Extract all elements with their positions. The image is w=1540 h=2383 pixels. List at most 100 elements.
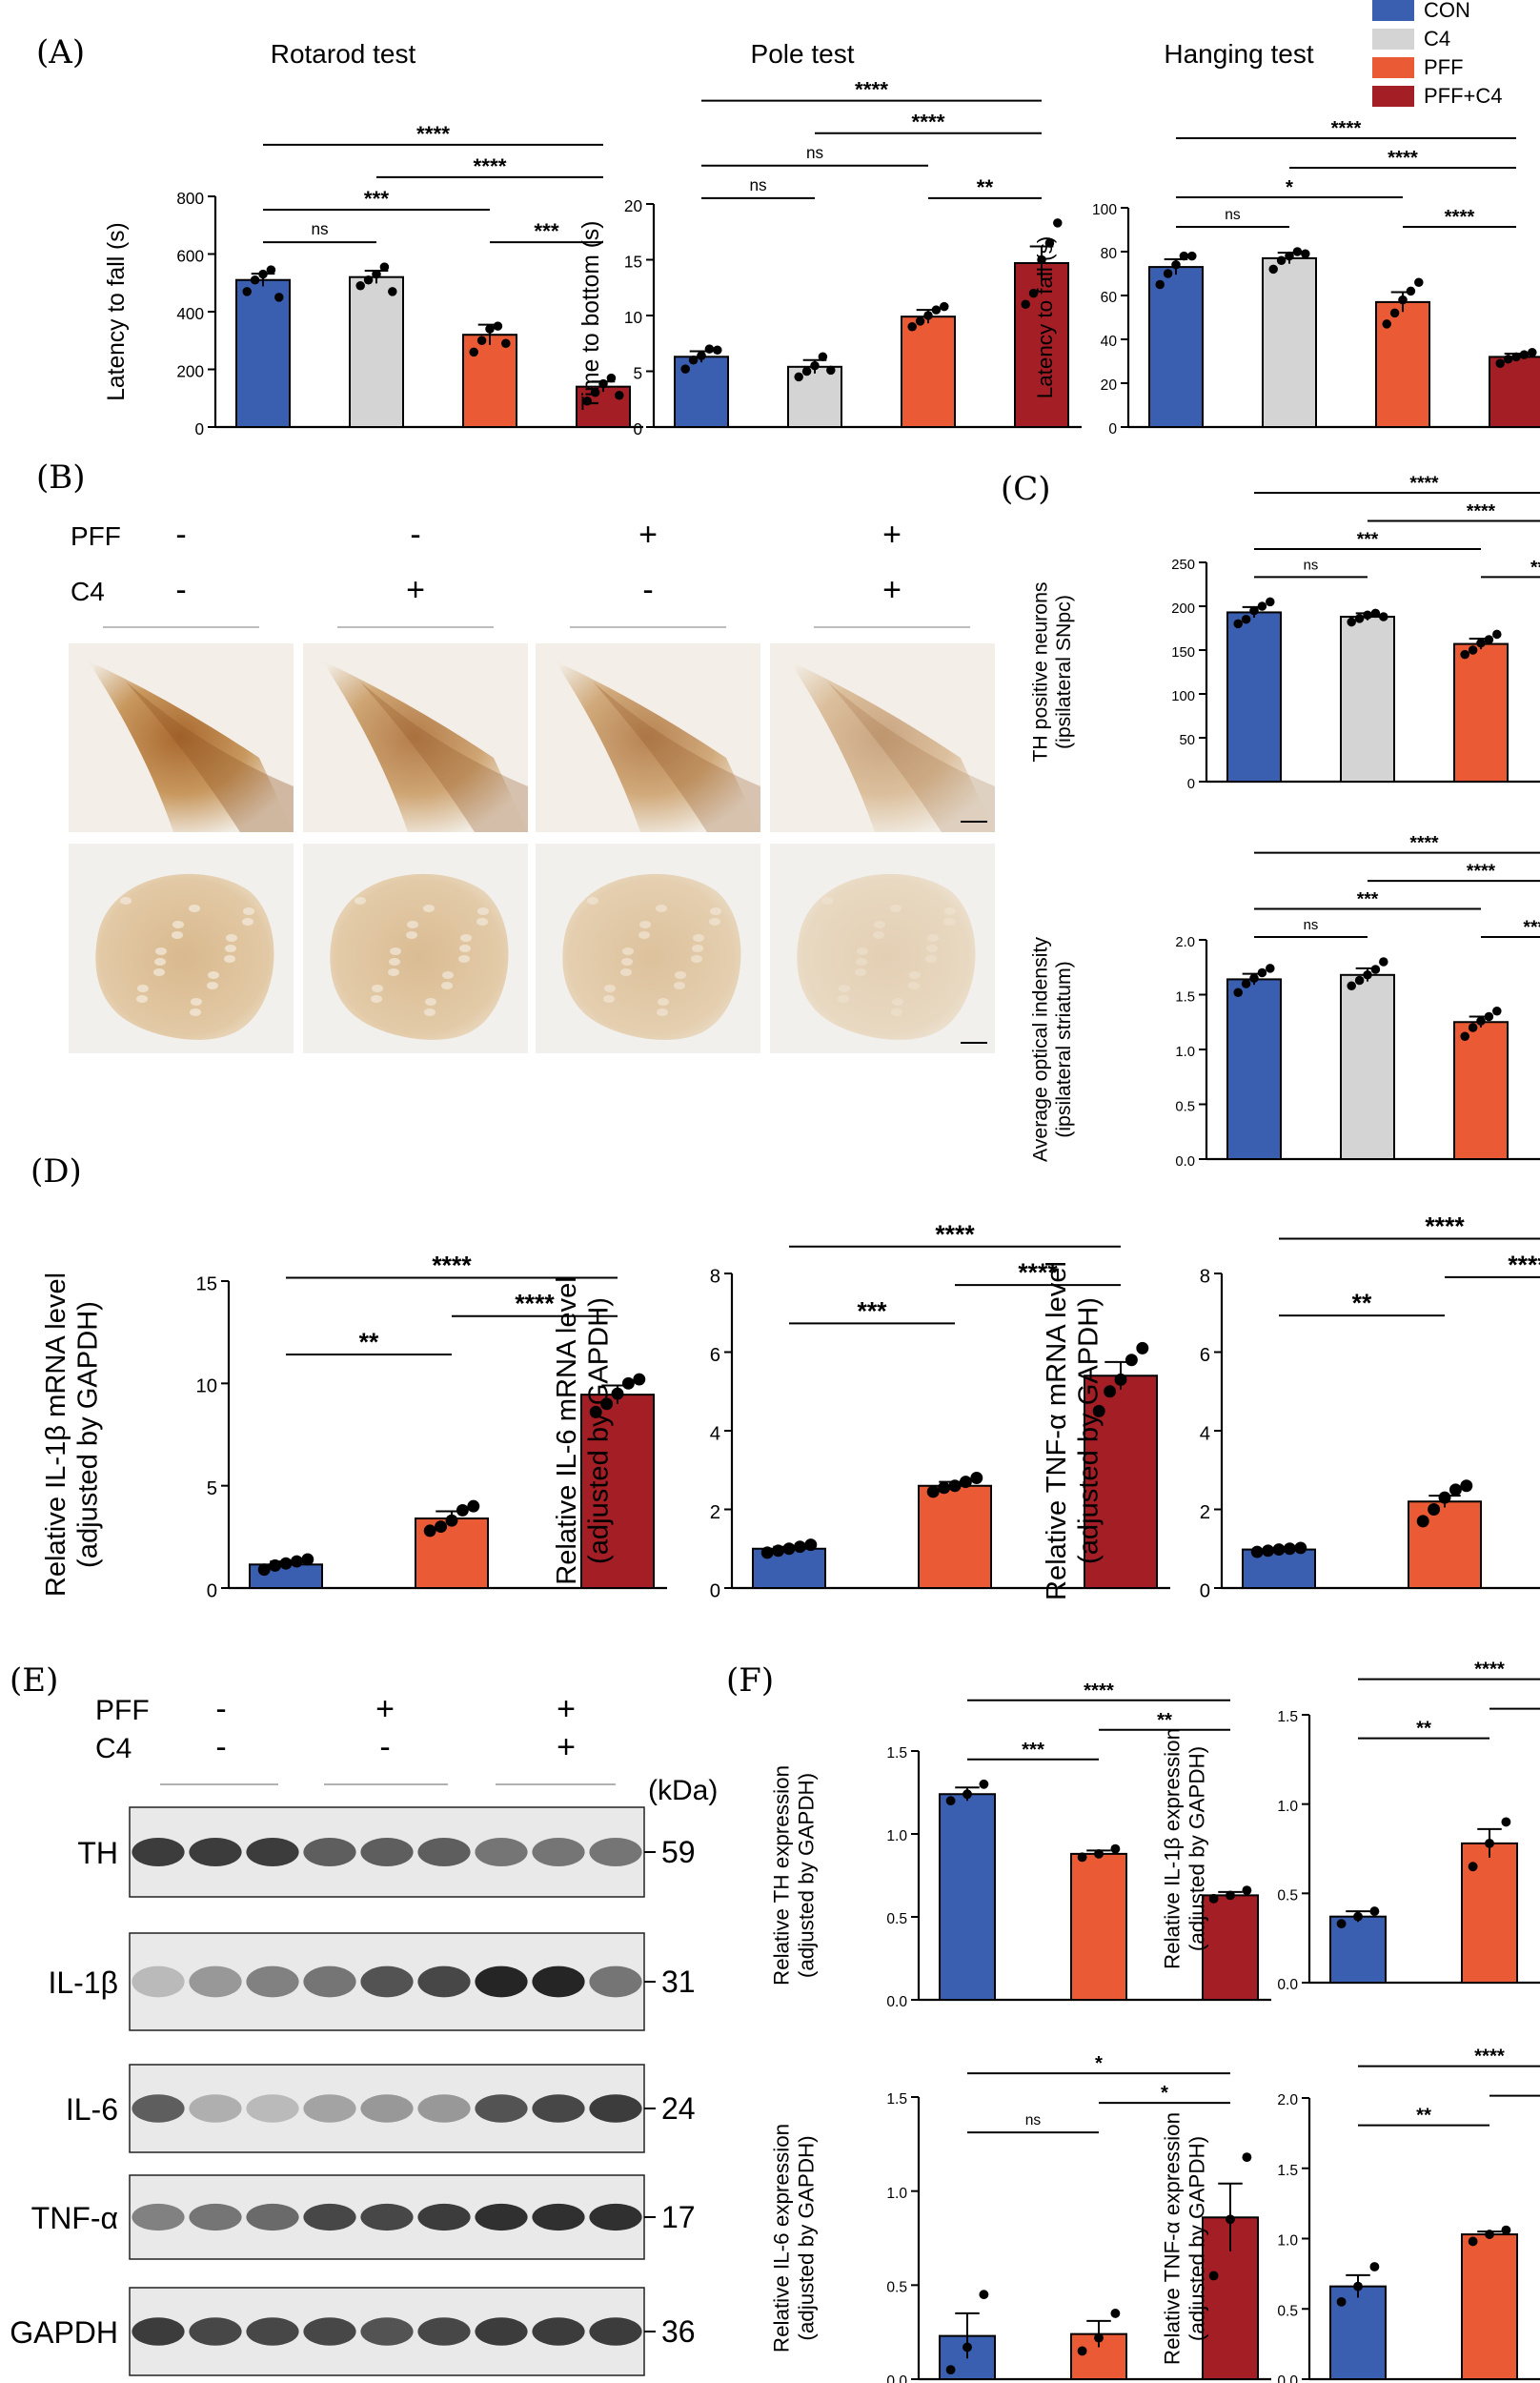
wb-band	[303, 2203, 356, 2231]
data-point	[589, 1405, 602, 1418]
sig-label: ***	[364, 187, 389, 211]
wb-band	[132, 2203, 185, 2231]
wb-band	[303, 1837, 356, 1867]
data-point	[388, 287, 397, 296]
y-tick-label: 0.5	[886, 2280, 907, 2296]
data-point	[242, 287, 252, 296]
y-tick-label: 1.0	[1277, 1799, 1298, 1815]
data-point	[1257, 967, 1267, 978]
y-tick-label: 0.0	[1175, 1154, 1195, 1170]
y-tick-label: 6	[710, 1345, 720, 1366]
data-point	[1492, 1006, 1502, 1016]
sig-label: **	[1530, 557, 1540, 578]
data-point	[782, 1542, 796, 1556]
legend-swatch-c4	[1372, 29, 1414, 50]
bar-con	[235, 278, 291, 428]
data-point	[598, 378, 608, 389]
data-point	[1114, 1373, 1127, 1386]
sig-label: ****	[1409, 473, 1439, 494]
y-axis-label: Average optical indensity	[1028, 937, 1051, 1162]
data-point	[1379, 957, 1388, 967]
bar-con	[1226, 978, 1282, 1161]
chart-pole: Pole test 0 5 10 15 20 Time to bottom (s) ns ** n…	[578, 39, 1082, 438]
y-axis-label: TH positive neurons	[1028, 581, 1051, 762]
data-point	[1021, 299, 1030, 310]
wb-band-row: GAPDH 36	[10, 2287, 696, 2376]
y-tick-label: 0	[710, 1580, 720, 1601]
ihc-sign: -	[642, 572, 653, 608]
sig-label: ns	[749, 175, 766, 194]
data-point	[826, 365, 836, 376]
wb-kda-value: 36	[661, 2314, 696, 2349]
sig-label: **	[1416, 2106, 1431, 2127]
y-tick-label: 100	[1171, 689, 1195, 704]
data-point	[1484, 635, 1494, 644]
data-point	[804, 1538, 818, 1552]
data-point	[1519, 350, 1530, 359]
y-tick-label: 0	[194, 419, 204, 438]
wb-protein-label: IL-1β	[48, 1965, 118, 2000]
wb-band	[189, 1965, 242, 1998]
data-point	[456, 1503, 469, 1517]
data-point	[1053, 218, 1063, 228]
data-point	[476, 336, 487, 346]
sig-label: **	[1416, 1719, 1431, 1740]
bar-con	[1148, 266, 1204, 428]
wb-kda-value: 24	[661, 2091, 696, 2126]
data-point	[1262, 1544, 1275, 1558]
bar-pff	[1070, 1852, 1127, 2001]
y-tick-label: 600	[176, 246, 204, 265]
wb-treat-label: C4	[95, 1733, 132, 1764]
bar-pff	[1453, 642, 1509, 783]
sig-label: ****	[432, 1251, 472, 1279]
ihc-sign: +	[406, 572, 425, 608]
y-axis-label: Latency to fall (s)	[104, 222, 130, 401]
sig-label: ****	[1467, 861, 1496, 882]
y-tick-label: 8	[1200, 1266, 1210, 1287]
y-tick-label: 1.5	[1277, 1709, 1298, 1725]
data-point	[793, 1540, 806, 1554]
bar-pff-c4	[580, 1394, 655, 1590]
wb-band	[589, 2203, 642, 2231]
data-point	[1276, 255, 1287, 265]
bar-c4	[349, 275, 404, 429]
bar-pff-c4	[1202, 1894, 1259, 2002]
sig-label: ****	[855, 78, 888, 102]
sig-label: ns	[1304, 918, 1319, 933]
data-point	[1028, 288, 1039, 298]
ihc-striatum-image	[303, 844, 528, 1053]
data-point	[907, 321, 917, 332]
data-point	[1369, 2262, 1380, 2271]
sig-label: ****	[1425, 1212, 1465, 1241]
bar-c4	[1340, 973, 1395, 1160]
wb-band	[189, 2203, 242, 2231]
data-point	[1077, 2346, 1087, 2356]
data-point	[600, 1397, 614, 1411]
wb-sign: -	[215, 1729, 226, 1765]
wb-band	[132, 1837, 185, 1867]
data-point	[582, 397, 592, 406]
sig-label: ****	[1467, 501, 1496, 522]
sig-label: *	[1286, 177, 1293, 198]
wb-sign: +	[375, 1691, 395, 1727]
y-tick-label: 15	[195, 1273, 217, 1294]
data-point	[1044, 238, 1055, 248]
chart-tnfa_wb: 0.0 0.5 1.0 1.5 2.0 Relative TNF-α expression…	[1161, 2047, 1540, 2383]
wb-band	[360, 1965, 414, 1998]
data-point	[979, 2290, 989, 2300]
legend-label-con: CON	[1424, 0, 1470, 22]
data-point	[1449, 1483, 1462, 1497]
wb-band	[246, 2203, 299, 2231]
y-tick-label: 0.5	[1277, 1888, 1298, 1904]
wb-sign: +	[557, 1729, 576, 1765]
y-tick-label: 1.0	[1175, 1045, 1195, 1060]
y-axis-label: Relative IL-1β expression	[1161, 1728, 1185, 1969]
ihc-striatum-image	[770, 844, 995, 1053]
data-point	[680, 364, 690, 374]
data-point	[1468, 645, 1478, 655]
y-tick-label: 8	[710, 1266, 720, 1287]
y-tick-label: 80	[1101, 246, 1118, 262]
sig-label: ****	[1388, 148, 1418, 169]
